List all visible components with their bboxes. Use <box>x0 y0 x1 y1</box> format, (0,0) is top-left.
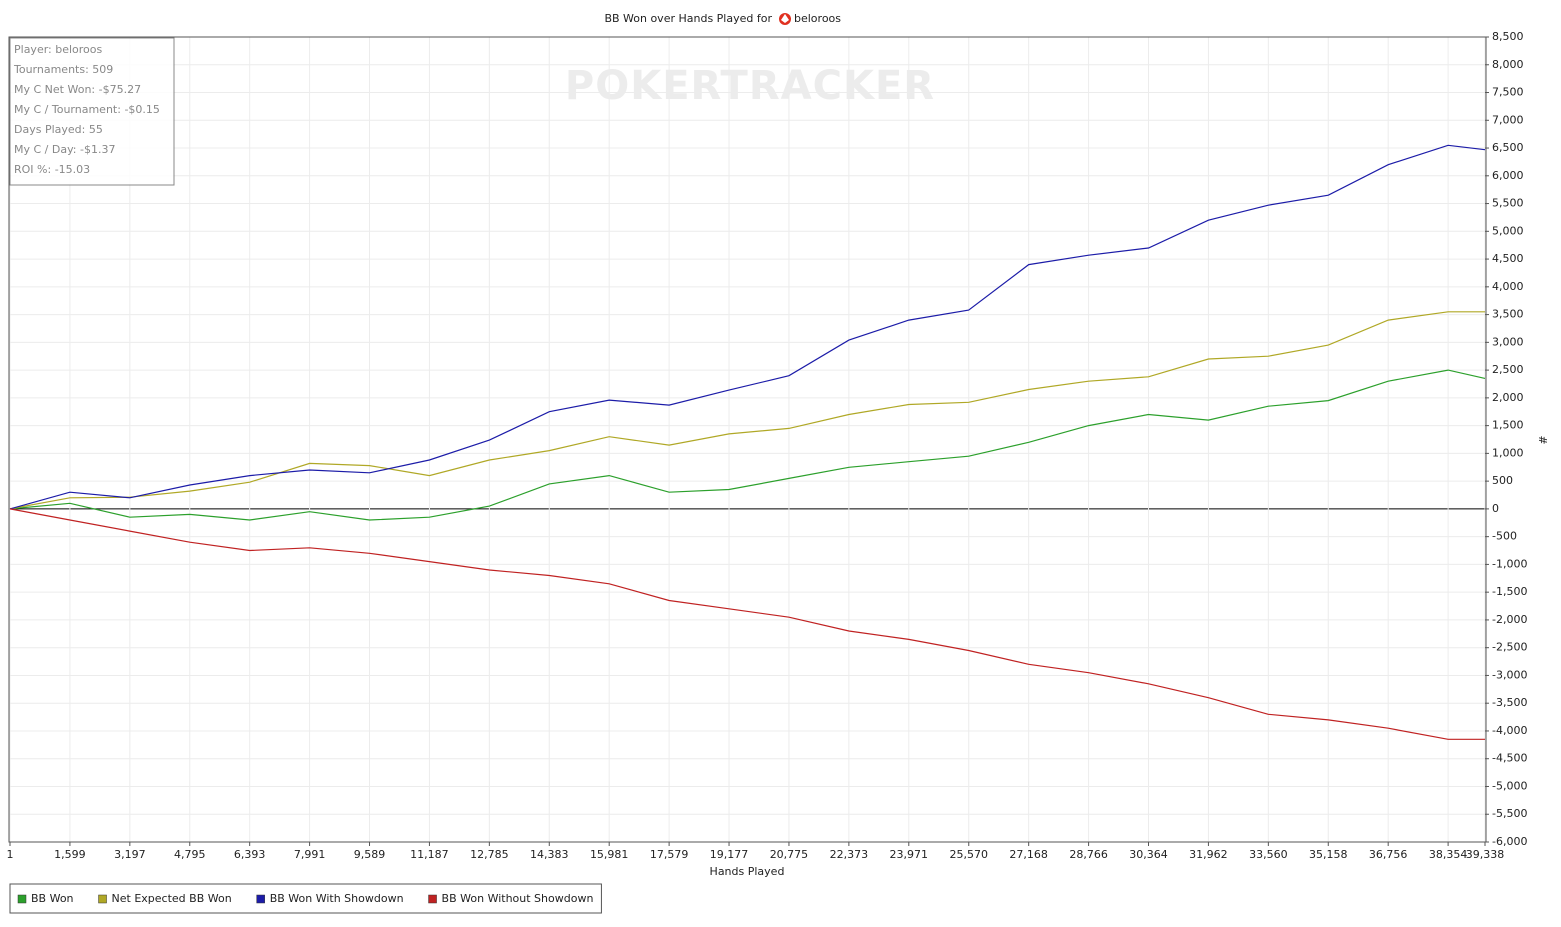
info-box: Player: beloroos Tournaments: 509 My C Net… <box>9 37 175 186</box>
legend-label: BB Won <box>31 892 74 905</box>
y-axis-label: # <box>1536 435 1549 444</box>
x-tick-label: 20,775 <box>770 848 809 861</box>
y-tick-label: 7,000 <box>1492 113 1524 126</box>
y-tick-label: 4,000 <box>1492 280 1524 293</box>
x-tick-label: 27,168 <box>1009 848 1048 861</box>
info-line: Days Played: 55 <box>14 123 103 136</box>
y-tick-label: 8,500 <box>1492 30 1524 43</box>
info-line: My C Net Won: -$75.27 <box>14 83 141 96</box>
x-tick-label: 36,756 <box>1369 848 1408 861</box>
info-line: ROI %: -15.03 <box>14 163 90 176</box>
y-tick-label: 7,500 <box>1492 86 1524 99</box>
y-tick-label: 0 <box>1492 502 1499 515</box>
y-tick-label: -3,500 <box>1492 696 1527 709</box>
y-tick-label: -1,500 <box>1492 585 1527 598</box>
y-tick-label: -4,500 <box>1492 752 1527 765</box>
grid <box>9 36 1486 843</box>
y-tick-label: -500 <box>1492 530 1517 543</box>
y-tick-label: -2,500 <box>1492 641 1527 654</box>
legend: BB Won Net Expected BB Won BB Won With Sho… <box>9 883 602 914</box>
y-tick-label: 6,000 <box>1492 169 1524 182</box>
y-tick-label: 1,500 <box>1492 419 1524 432</box>
y-tick-label: -2,000 <box>1492 613 1527 626</box>
x-tick-label: 33,560 <box>1249 848 1288 861</box>
legend-label: BB Won With Showdown <box>270 892 404 905</box>
y-tick-label: 5,000 <box>1492 224 1524 237</box>
y-tick-label: 4,500 <box>1492 252 1524 265</box>
plot-frame <box>8 36 1487 843</box>
x-axis-label: Hands Played <box>710 865 785 878</box>
title-player: beloroos <box>794 12 841 25</box>
x-tick-label: 3,197 <box>114 848 146 861</box>
info-line: Player: beloroos <box>14 43 103 56</box>
series-line <box>9 311 1485 510</box>
y-tick-label: -6,000 <box>1492 835 1527 848</box>
x-tick-label: 35,158 <box>1309 848 1348 861</box>
x-tick-label: 25,570 <box>949 848 988 861</box>
x-tick-label: 6,393 <box>234 848 266 861</box>
y-tick-label: 2,000 <box>1492 391 1524 404</box>
info-line: My C / Day: -$1.37 <box>14 143 115 156</box>
info-box-frame <box>9 37 175 186</box>
info-line: Tournaments: 509 <box>13 63 113 76</box>
x-tick-label: 38,354 <box>1429 848 1468 861</box>
x-tick-label: 30,364 <box>1129 848 1168 861</box>
legend-swatch <box>98 894 107 904</box>
x-tick-label: 12,785 <box>470 848 509 861</box>
series-line <box>9 144 1486 510</box>
legend-swatch <box>428 894 437 904</box>
x-tick-label: 7,991 <box>294 848 326 861</box>
y-tick-label: 1,000 <box>1492 446 1524 459</box>
chart-title: BB Won over Hands Played for <box>604 12 772 25</box>
x-tick-label: 15,981 <box>590 848 629 861</box>
y-tick-label: 8,000 <box>1492 58 1524 71</box>
x-tick-label: 11,187 <box>410 848 449 861</box>
y-tick-label: 6,500 <box>1492 141 1524 154</box>
x-tick-label: 17,579 <box>650 848 689 861</box>
x-tick-label: 23,971 <box>890 848 929 861</box>
x-tick-label: 1 <box>7 848 14 861</box>
y-tick-label: 2,500 <box>1492 363 1524 376</box>
x-tick-label: 22,373 <box>830 848 869 861</box>
legend-swatch <box>17 894 27 904</box>
legend-label: BB Won Without Showdown <box>442 892 594 905</box>
y-tick-label: 3,000 <box>1492 335 1524 348</box>
legend-swatch <box>256 894 265 904</box>
title-icon <box>779 13 791 25</box>
x-tick-label: 31,962 <box>1189 848 1228 861</box>
legend-frame <box>9 883 602 914</box>
x-tick-label: 14,383 <box>530 848 569 861</box>
y-tick-label: -5,000 <box>1492 779 1527 792</box>
y-tick-label: -3,000 <box>1492 668 1527 681</box>
series-line <box>9 508 1485 740</box>
y-tick-label: -5,500 <box>1492 807 1527 820</box>
x-tick-label: 9,589 <box>354 848 386 861</box>
y-tick-label: 3,500 <box>1492 308 1524 321</box>
y-tick-label: -4,000 <box>1492 724 1527 737</box>
legend-label: Net Expected BB Won <box>112 892 232 905</box>
x-tick-label: 28,766 <box>1069 848 1108 861</box>
y-tick-label: -1,000 <box>1492 557 1527 570</box>
watermark: POKERTRACKER <box>565 63 935 109</box>
x-tick-label: 4,795 <box>174 848 206 861</box>
info-line: My C / Tournament: -$0.15 <box>14 103 160 116</box>
series-line <box>9 369 1486 521</box>
y-tick-label: 5,500 <box>1492 197 1524 210</box>
x-tick-label: 39,338 <box>1466 848 1505 861</box>
x-tick-label: 1,599 <box>54 848 86 861</box>
x-tick-label: 19,177 <box>710 848 749 861</box>
y-tick-label: 500 <box>1492 474 1513 487</box>
